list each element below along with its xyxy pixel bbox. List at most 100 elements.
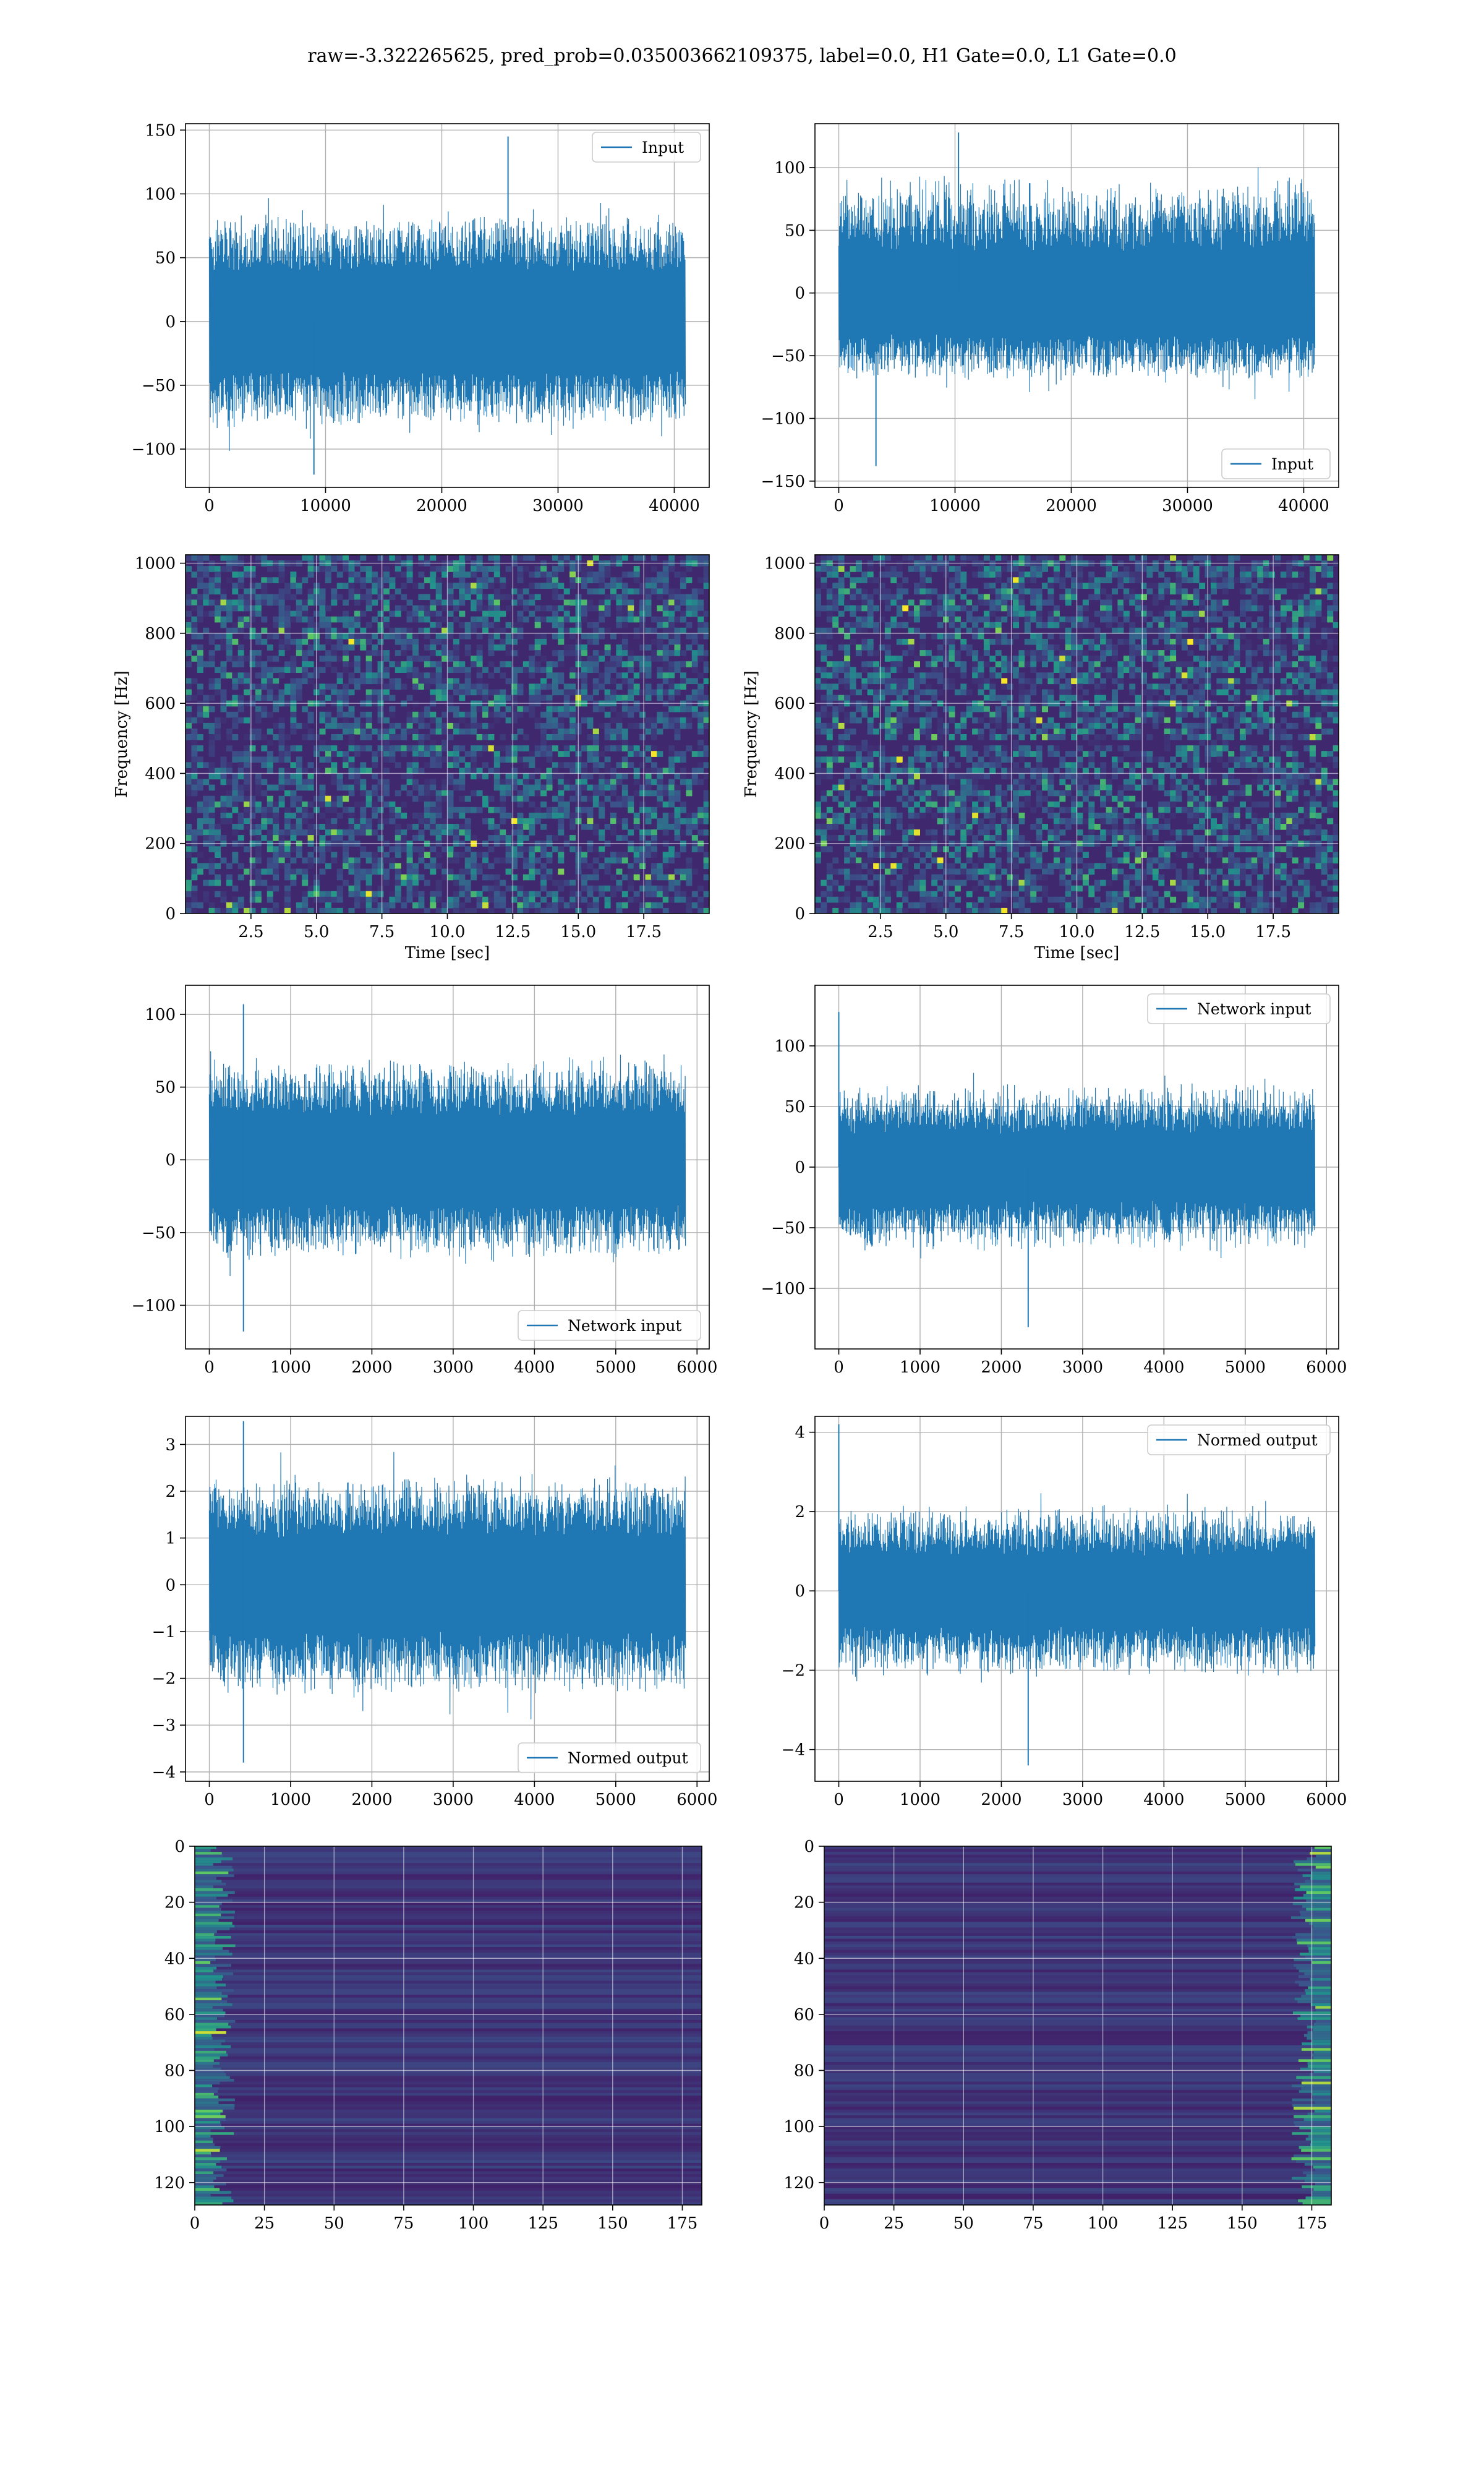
heatmap-cell (645, 594, 652, 601)
heatmap-cell (226, 610, 232, 617)
heatmap-cell (331, 857, 338, 864)
heatmap-cell (191, 807, 198, 813)
heatmap-cell (302, 907, 309, 914)
heatmap-cell (430, 610, 437, 617)
heatmap-cell (296, 779, 302, 785)
heatmap-cell (336, 627, 343, 634)
heatmap-cell (569, 571, 576, 578)
heatmap-cell (587, 891, 594, 897)
heatmap-cell (505, 773, 512, 780)
heatmap-cell (1135, 577, 1141, 583)
heatmap-cell (215, 577, 221, 583)
heatmap-cell (697, 683, 704, 690)
heatmap-cell (261, 880, 268, 886)
heatmap-cell (215, 801, 221, 808)
heatmap-cell (680, 756, 686, 763)
heatmap-cell (826, 616, 833, 623)
heatmap-cell (610, 768, 616, 774)
heatmap-cell (604, 795, 611, 802)
heatmap-cell (1129, 706, 1136, 713)
heatmap-cell (493, 605, 500, 612)
heatmap-cell (610, 588, 616, 595)
heatmap-cell (1042, 566, 1048, 572)
heatmap-cell (1047, 610, 1054, 617)
heatmap-cell (237, 555, 244, 561)
heatmap-cell (232, 566, 239, 572)
heatmap-cell (546, 571, 553, 578)
heatmap-cell (645, 812, 652, 819)
heatmap-cell (1152, 661, 1159, 667)
heatmap-cell (937, 605, 944, 612)
heatmap-cell (662, 678, 669, 685)
heatmap-cell (401, 661, 407, 667)
heatmap-cell (244, 768, 250, 774)
heatmap-cell (197, 868, 203, 875)
heatmap-cell (343, 722, 349, 729)
heatmap-cell (453, 857, 459, 864)
heatmap-cell (1030, 678, 1037, 685)
heatmap-cell (1251, 605, 1258, 612)
heatmap-cell (430, 902, 437, 909)
heatmap-cell (1327, 678, 1334, 685)
heatmap-cell (435, 577, 442, 583)
heatmap-cell (1269, 622, 1276, 628)
heatmap-cell (604, 583, 611, 589)
heatmap-cell (1071, 678, 1078, 685)
heatmap-cell (1024, 678, 1031, 685)
heatmap-cell (435, 885, 442, 892)
heatmap-cell (435, 852, 442, 858)
heatmap-cell (406, 824, 413, 830)
heatmap-cell (604, 689, 611, 696)
heatmap-cell (325, 756, 331, 763)
heatmap-cell (1001, 599, 1008, 606)
heatmap-cell (197, 779, 203, 785)
heatmap-cell (1036, 678, 1043, 685)
heatmap-cell (1164, 566, 1171, 572)
heatmap-cell (255, 829, 262, 836)
heatmap-cell (540, 656, 547, 662)
heatmap-cell (657, 801, 663, 808)
heatmap-cell (191, 633, 198, 640)
heatmap-cell (1024, 588, 1031, 595)
heatmap-cell (354, 751, 360, 757)
heatmap-cell (447, 656, 454, 662)
heatmap-cell (1013, 667, 1019, 673)
heatmap-cell (1280, 616, 1287, 623)
heatmap-cell (691, 605, 698, 612)
y-tick-label: 100 (145, 185, 176, 203)
heatmap-cell (476, 706, 483, 713)
heatmap-cell (978, 571, 984, 578)
heatmap-cell (1181, 672, 1188, 678)
heatmap-cell (884, 627, 891, 634)
heatmap-cell (412, 768, 419, 774)
heatmap-cell (401, 605, 407, 612)
heatmap-cell (1158, 661, 1165, 667)
heatmap-cell (435, 829, 442, 836)
heatmap-cell (639, 790, 646, 797)
heatmap-cell (925, 566, 932, 572)
heatmap-cell (832, 566, 839, 572)
heatmap-cell (493, 896, 500, 903)
x-tick-label: 40000 (1278, 497, 1329, 515)
heatmap-cell (215, 610, 221, 617)
heatmap-cell (418, 627, 425, 634)
heatmap-cell (1047, 678, 1054, 685)
heatmap-cell (319, 740, 326, 746)
heatmap-cell (1141, 555, 1147, 561)
heatmap-cell (430, 857, 437, 864)
heatmap-cell (447, 801, 454, 808)
heatmap-cell (1280, 588, 1287, 595)
heatmap-cell (430, 807, 437, 813)
heatmap-cell (255, 734, 262, 740)
heatmap-cell (1065, 638, 1072, 645)
heatmap-cell (1100, 706, 1107, 713)
heatmap-cell (902, 577, 909, 583)
heatmap-cell (511, 734, 518, 740)
heatmap-cell (1333, 605, 1339, 612)
heatmap-cell (540, 695, 547, 701)
heatmap-cell (278, 734, 285, 740)
heatmap-cell (406, 846, 413, 852)
heatmap-cell (296, 756, 302, 763)
heatmap-cell (1228, 706, 1235, 713)
heatmap-cell (657, 605, 663, 612)
